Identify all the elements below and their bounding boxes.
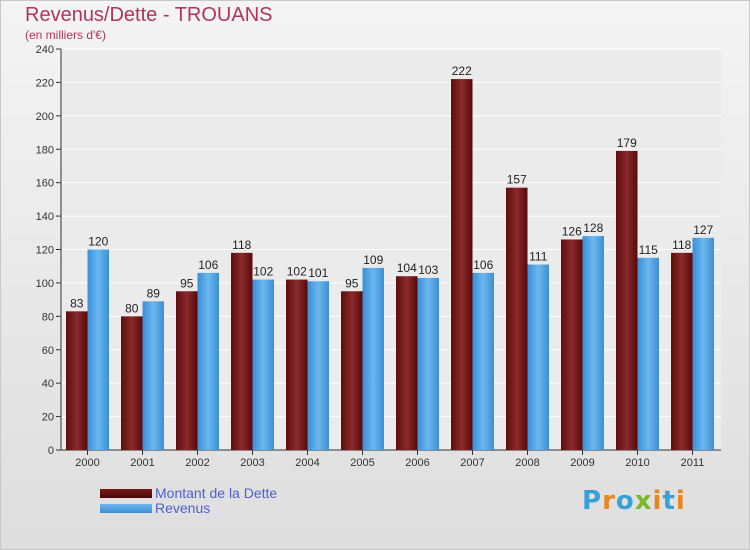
bar-debt [286, 279, 308, 450]
bar-revenus [582, 236, 604, 450]
bar-debt [561, 239, 583, 450]
bar-debt [66, 311, 88, 450]
logo-letter: r [602, 486, 616, 516]
bar-debt [231, 252, 253, 450]
legend-label-revenus: Revenus [155, 500, 211, 516]
bar-revenus [417, 277, 439, 450]
data-label-debt: 95 [345, 276, 359, 290]
x-tick-label: 2008 [515, 457, 539, 469]
logo-letter: x [634, 486, 653, 516]
data-label-revenus: 115 [639, 243, 658, 257]
y-tick-label: 180 [36, 144, 54, 156]
data-label-debt: 95 [180, 276, 194, 290]
y-tick-label: 120 [36, 245, 54, 257]
data-label-revenus: 103 [418, 263, 438, 277]
y-tick-label: 20 [42, 412, 54, 424]
y-tick-label: 200 [36, 111, 54, 123]
bar-debt [671, 252, 693, 450]
x-tick-label: 2005 [350, 457, 374, 469]
x-tick-label: 2004 [295, 457, 319, 469]
y-tick-label: 0 [48, 445, 54, 457]
y-tick-label: 80 [42, 311, 54, 323]
x-tick-label: 2006 [405, 457, 429, 469]
bar-revenus [87, 249, 109, 450]
data-label-revenus: 109 [363, 253, 383, 267]
y-tick-label: 140 [36, 211, 54, 223]
logo-letter: t [662, 486, 676, 516]
data-label-debt: 179 [617, 136, 637, 150]
x-tick-label: 2003 [240, 457, 264, 469]
bar-revenus [142, 301, 164, 450]
bar-debt [506, 187, 528, 450]
legend-swatch-revenus [100, 503, 152, 513]
data-label-debt: 222 [452, 64, 472, 78]
data-label-revenus: 106 [473, 258, 493, 272]
legend-item-debt: Montant de la Dette [100, 485, 277, 501]
legend-item-revenus: Revenus [100, 500, 210, 516]
data-label-debt: 83 [70, 296, 84, 310]
x-tick-label: 2011 [681, 457, 705, 469]
y-tick-label: 160 [36, 178, 54, 190]
x-tick-label: 2001 [130, 457, 154, 469]
logo-letter: o [615, 486, 635, 516]
data-label-debt: 80 [125, 301, 139, 315]
bar-debt [121, 316, 143, 450]
y-tick-label: 60 [42, 345, 54, 357]
bar-revenus [307, 281, 329, 450]
data-label-revenus: 127 [693, 223, 713, 237]
x-tick-label: 2007 [460, 457, 484, 469]
data-label-revenus: 102 [253, 265, 273, 279]
legend-label-debt: Montant de la Dette [155, 485, 278, 501]
bar-debt [176, 291, 198, 450]
data-label-debt: 102 [287, 265, 307, 279]
bar-debt [616, 150, 638, 450]
bar-revenus [527, 264, 549, 450]
bar-debt [396, 276, 418, 450]
data-label-revenus: 120 [88, 235, 108, 249]
chart-subtitle: (en milliers d'€) [25, 28, 106, 42]
x-tick-label: 2010 [625, 457, 649, 469]
data-label-debt: 118 [232, 238, 251, 252]
logo-letter: i [675, 486, 686, 516]
bar-debt [341, 291, 363, 450]
data-label-revenus: 111 [529, 250, 548, 264]
y-tick-label: 40 [42, 378, 54, 390]
bar-debt [451, 79, 473, 450]
data-label-revenus: 101 [308, 266, 328, 280]
data-label-debt: 118 [672, 238, 691, 252]
x-tick-label: 2002 [185, 457, 209, 469]
bar-revenus [692, 237, 714, 450]
x-tick-label: 2009 [570, 457, 594, 469]
data-label-debt: 157 [507, 173, 527, 187]
bar-revenus [197, 272, 219, 450]
y-tick-label: 240 [36, 44, 54, 56]
legend-swatch-debt [100, 488, 152, 498]
data-label-revenus: 128 [583, 221, 603, 235]
y-tick-label: 100 [36, 278, 54, 290]
data-label-debt: 104 [397, 261, 417, 275]
bar-revenus [637, 257, 659, 450]
bar-revenus [252, 279, 274, 450]
logo-letter: P [582, 486, 603, 516]
chart-title: Revenus/Dette - TROUANS [25, 4, 273, 26]
data-label-debt: 126 [562, 224, 582, 238]
x-tick-label: 2000 [75, 457, 99, 469]
data-label-revenus: 106 [198, 258, 218, 272]
y-tick-label: 220 [36, 77, 54, 89]
bar-revenus [362, 267, 384, 450]
proxiti-logo: Proxiti [582, 486, 686, 516]
bar-revenus [472, 272, 494, 450]
logo-letter: i [652, 486, 663, 516]
data-label-revenus: 89 [147, 286, 161, 300]
